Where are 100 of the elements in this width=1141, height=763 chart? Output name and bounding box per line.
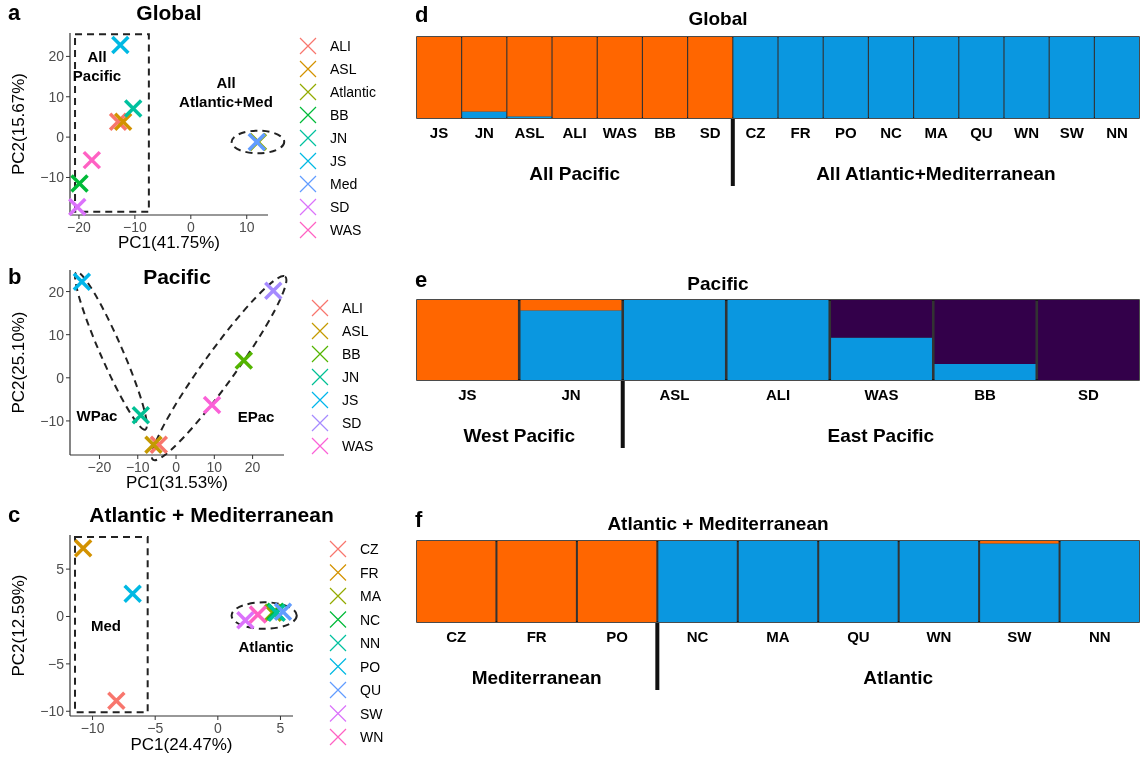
x-tick-label: 0 xyxy=(172,459,181,475)
x-tick-label: CZ xyxy=(446,628,467,645)
legend-label: ASL xyxy=(342,323,369,339)
text: West Pacific xyxy=(463,425,576,446)
x-tick-label: 10 xyxy=(206,459,223,475)
x-tick-label: NN xyxy=(1106,124,1128,141)
y-tick-label: −10 xyxy=(40,703,65,720)
x-tick-label: WAS xyxy=(864,386,899,403)
annotation: Med xyxy=(91,617,121,634)
chart-title: Atlantic + Mediterranean xyxy=(607,513,829,534)
legend-label: SD xyxy=(330,199,350,215)
x-tick-label: SD xyxy=(1078,386,1100,403)
legend-label: ALI xyxy=(342,300,364,316)
x-tick-label: 10 xyxy=(238,219,255,235)
annotation: All Pacific xyxy=(72,48,122,84)
y-tick-label: 20 xyxy=(48,283,65,300)
x-tick-label: 20 xyxy=(244,459,261,475)
y-tick-label: −10 xyxy=(40,169,65,186)
legend-label: FR xyxy=(360,564,379,581)
x-tick-label: ALI xyxy=(765,386,791,403)
x-tick-label: 0 xyxy=(213,720,222,736)
y-tick-label: 10 xyxy=(48,326,65,343)
x-axis-title: PC1(41.75%) xyxy=(117,233,221,252)
x-axis-title: PC1(24.47%) xyxy=(130,735,233,754)
x-tick-label: SW xyxy=(1007,628,1033,645)
legend-label: QU xyxy=(360,682,381,698)
x-tick-label: BB xyxy=(654,124,677,141)
text: East Pacific xyxy=(827,425,935,446)
x-tick-label: −10 xyxy=(123,219,147,235)
text: Atlantic xyxy=(863,667,934,688)
chart-title: Global xyxy=(136,1,202,24)
legend-label: BB xyxy=(342,346,361,362)
chart-title: Global xyxy=(688,8,748,29)
x-tick-label: ALI xyxy=(562,124,587,141)
legend-label: JN xyxy=(342,369,360,385)
y-axis-title: PC2(12.59%) xyxy=(9,574,28,677)
x-tick-label: −10 xyxy=(80,720,105,736)
x-tick-label: WN xyxy=(926,628,952,645)
y-tick-label: 5 xyxy=(56,561,65,578)
text: All Pacific xyxy=(529,163,621,184)
x-tick-label: JS xyxy=(458,386,477,403)
legend-label: Med xyxy=(330,176,358,192)
x-tick-label: 5 xyxy=(276,720,285,736)
y-tick-label: 20 xyxy=(48,48,65,65)
legend-label: ASL xyxy=(330,61,357,77)
chart-title: Pacific xyxy=(687,273,750,294)
annotation: All Atlantic+Med xyxy=(179,74,273,110)
x-axis-title: PC1(31.53%) xyxy=(125,473,229,492)
x-tick-label: NC xyxy=(686,628,709,645)
text: f xyxy=(415,507,423,532)
x-tick-label: CZ xyxy=(745,124,766,141)
legend-label: Atlantic xyxy=(330,84,376,100)
x-tick-label: −20 xyxy=(87,459,112,475)
x-tick-label: JS xyxy=(429,124,449,141)
legend-label: JS xyxy=(330,153,347,169)
legend-label: PO xyxy=(360,658,381,675)
x-tick-label: JN xyxy=(474,124,494,141)
x-tick-label: −5 xyxy=(147,720,164,736)
y-tick-label: 0 xyxy=(56,608,65,625)
x-tick-label: MA xyxy=(924,124,949,141)
y-axis-title: PC2(25.10%) xyxy=(9,311,28,414)
x-tick-label: FR xyxy=(526,628,547,645)
x-tick-label: −20 xyxy=(67,219,92,235)
x-tick-label: BB xyxy=(974,386,997,403)
legend-label: WAS xyxy=(342,438,374,454)
legend-label: NC xyxy=(360,611,381,628)
x-tick-label: NN xyxy=(1088,628,1111,645)
y-tick-label: −10 xyxy=(40,412,65,429)
x-tick-label: −10 xyxy=(125,459,150,475)
x-tick-label: QU xyxy=(970,124,993,141)
legend-label: CZ xyxy=(360,541,380,557)
x-tick-label: PO xyxy=(834,124,857,141)
y-tick-label: 10 xyxy=(48,88,65,105)
y-axis-title: PC2(15.67%) xyxy=(9,72,28,176)
x-tick-label: SW xyxy=(1059,124,1085,141)
annotation: WPac xyxy=(76,407,118,424)
text: c xyxy=(8,502,21,527)
legend-label: SD xyxy=(342,415,362,431)
x-tick-label: FR xyxy=(790,124,811,141)
chart-title: Atlantic + Mediterranean xyxy=(89,503,334,526)
annotation: EPac xyxy=(237,408,275,425)
legend-label: ALI xyxy=(330,38,352,54)
x-tick-label: WN xyxy=(1014,124,1040,141)
text: b xyxy=(8,264,22,289)
text: a xyxy=(8,0,21,25)
chart-title: Pacific xyxy=(143,265,212,288)
y-tick-label: 0 xyxy=(56,369,65,386)
text: Mediterranean xyxy=(471,667,602,688)
x-tick-label: PO xyxy=(606,628,629,645)
x-tick-label: NC xyxy=(880,124,902,141)
legend-label: BB xyxy=(330,107,349,123)
y-tick-label: −5 xyxy=(48,655,65,672)
legend-label: SW xyxy=(360,705,384,722)
x-tick-label: SD xyxy=(699,124,721,141)
x-tick-label: JN xyxy=(561,386,581,403)
text: All Atlantic+Mediterranean xyxy=(816,163,1056,184)
x-tick-label: ASL xyxy=(659,386,690,403)
x-tick-label: QU xyxy=(847,628,870,645)
legend-label: MA xyxy=(360,588,382,604)
x-tick-label: 0 xyxy=(186,219,195,235)
